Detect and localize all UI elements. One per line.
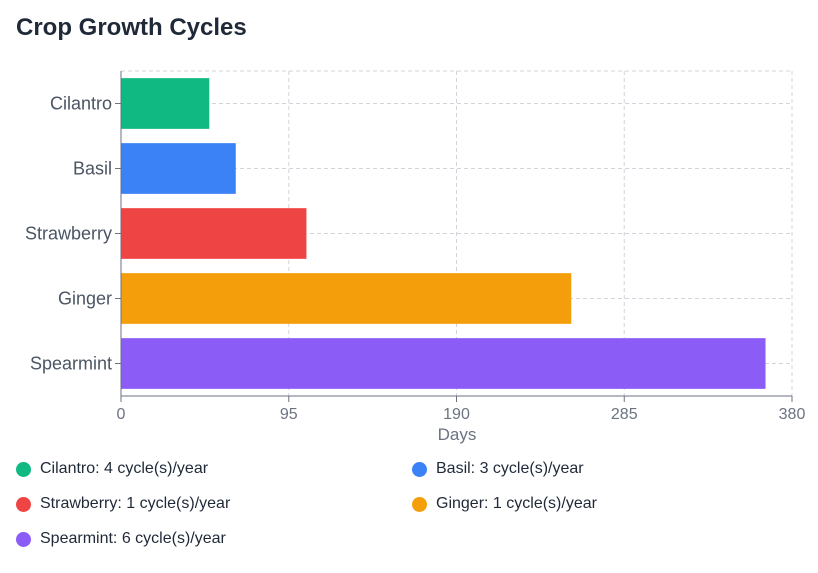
bar-basil[interactable] bbox=[121, 143, 236, 194]
x-tick-label: 95 bbox=[280, 406, 298, 423]
legend-swatch bbox=[16, 531, 31, 547]
y-tick-label-strawberry: Strawberry bbox=[25, 224, 112, 244]
x-tick-label: 190 bbox=[443, 406, 470, 423]
x-tick-label: 0 bbox=[117, 406, 126, 423]
legend-item[interactable]: Spearmint: 6 cycle(s)/year bbox=[16, 530, 226, 548]
x-tick-label: 380 bbox=[779, 406, 806, 423]
axes bbox=[115, 71, 793, 402]
bar-strawberry[interactable] bbox=[121, 208, 307, 259]
bars bbox=[121, 78, 766, 389]
bar-ginger[interactable] bbox=[121, 273, 572, 324]
legend-item[interactable]: Basil: 3 cycle(s)/year bbox=[412, 460, 584, 478]
legend-item[interactable]: Ginger: 1 cycle(s)/year bbox=[412, 495, 597, 513]
y-tick-label-cilantro: Cilantro bbox=[50, 94, 112, 114]
y-tick-label-ginger: Ginger bbox=[58, 289, 112, 309]
legend-swatch bbox=[16, 496, 31, 512]
bar-cilantro[interactable] bbox=[121, 78, 210, 129]
legend-swatch bbox=[16, 461, 31, 477]
legend-label: Basil: 3 cycle(s)/year bbox=[436, 460, 584, 477]
chart-title: Crop Growth Cycles bbox=[16, 14, 247, 41]
legend-swatch bbox=[412, 461, 427, 477]
legend-label: Strawberry: 1 cycle(s)/year bbox=[40, 495, 231, 512]
legend-swatch bbox=[412, 496, 427, 512]
y-tick-label-basil: Basil bbox=[73, 159, 112, 179]
bar-chart: 0 95 190 285 380 Cilantro Basil Strawberry Ginge… bbox=[25, 70, 805, 444]
legend-label: Spearmint: 6 cycle(s)/year bbox=[40, 530, 226, 547]
legend-label: Cilantro: 4 cycle(s)/year bbox=[40, 460, 209, 477]
legend-item[interactable]: Strawberry: 1 cycle(s)/year bbox=[16, 495, 230, 513]
legend-label: Ginger: 1 cycle(s)/year bbox=[436, 495, 597, 512]
y-tick-label-spearmint: Spearmint bbox=[30, 354, 112, 374]
axis-labels: 0 95 190 285 380 Cilantro Basil Strawberry Ginge… bbox=[25, 94, 805, 424]
x-tick-label: 285 bbox=[611, 406, 638, 423]
legend-item[interactable]: Cilantro: 4 cycle(s)/year bbox=[16, 460, 208, 478]
bar-spearmint[interactable] bbox=[121, 338, 766, 389]
x-axis-title: Days bbox=[438, 425, 477, 444]
